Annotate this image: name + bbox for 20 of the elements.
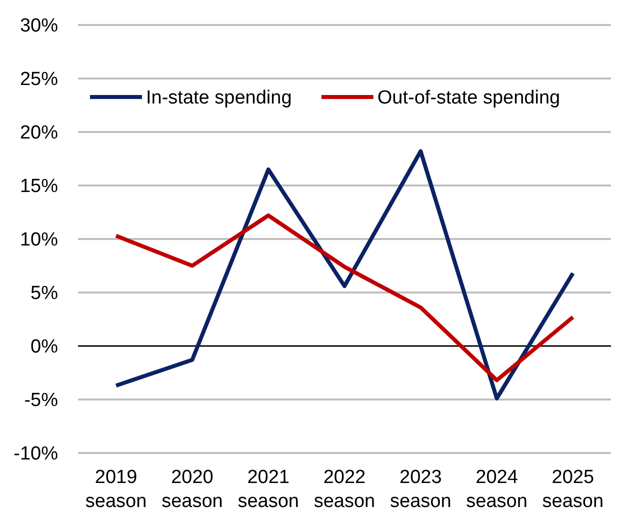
x-tick-label: 2019 season: [85, 467, 147, 512]
legend-label: In-state spending: [146, 88, 292, 109]
y-tick-label: 20%: [20, 122, 58, 144]
x-tick-label: 2021 season: [238, 467, 299, 512]
x-tick-label: 2020 season: [162, 467, 223, 512]
y-tick-label: 10%: [20, 230, 58, 251]
y-tick-label: -5%: [24, 390, 58, 412]
x-tick-label: 2024 season: [466, 467, 528, 512]
y-tick-label: 0%: [30, 336, 58, 358]
line-series: [114, 213, 575, 382]
y-tick-label: 25%: [20, 69, 58, 90]
y-tick-label: -10%: [14, 444, 58, 465]
line-series: [114, 149, 575, 400]
x-tick-label: 2023 season: [390, 467, 452, 512]
x-tick-label: 2025 season: [542, 467, 604, 512]
y-tick-label: 5%: [30, 283, 58, 304]
y-tick-label: 15%: [20, 176, 58, 198]
x-tick-label: 2022 season: [314, 467, 376, 512]
legend-label: Out-of-state spending: [377, 88, 560, 109]
y-tick-label: 30%: [20, 16, 58, 37]
